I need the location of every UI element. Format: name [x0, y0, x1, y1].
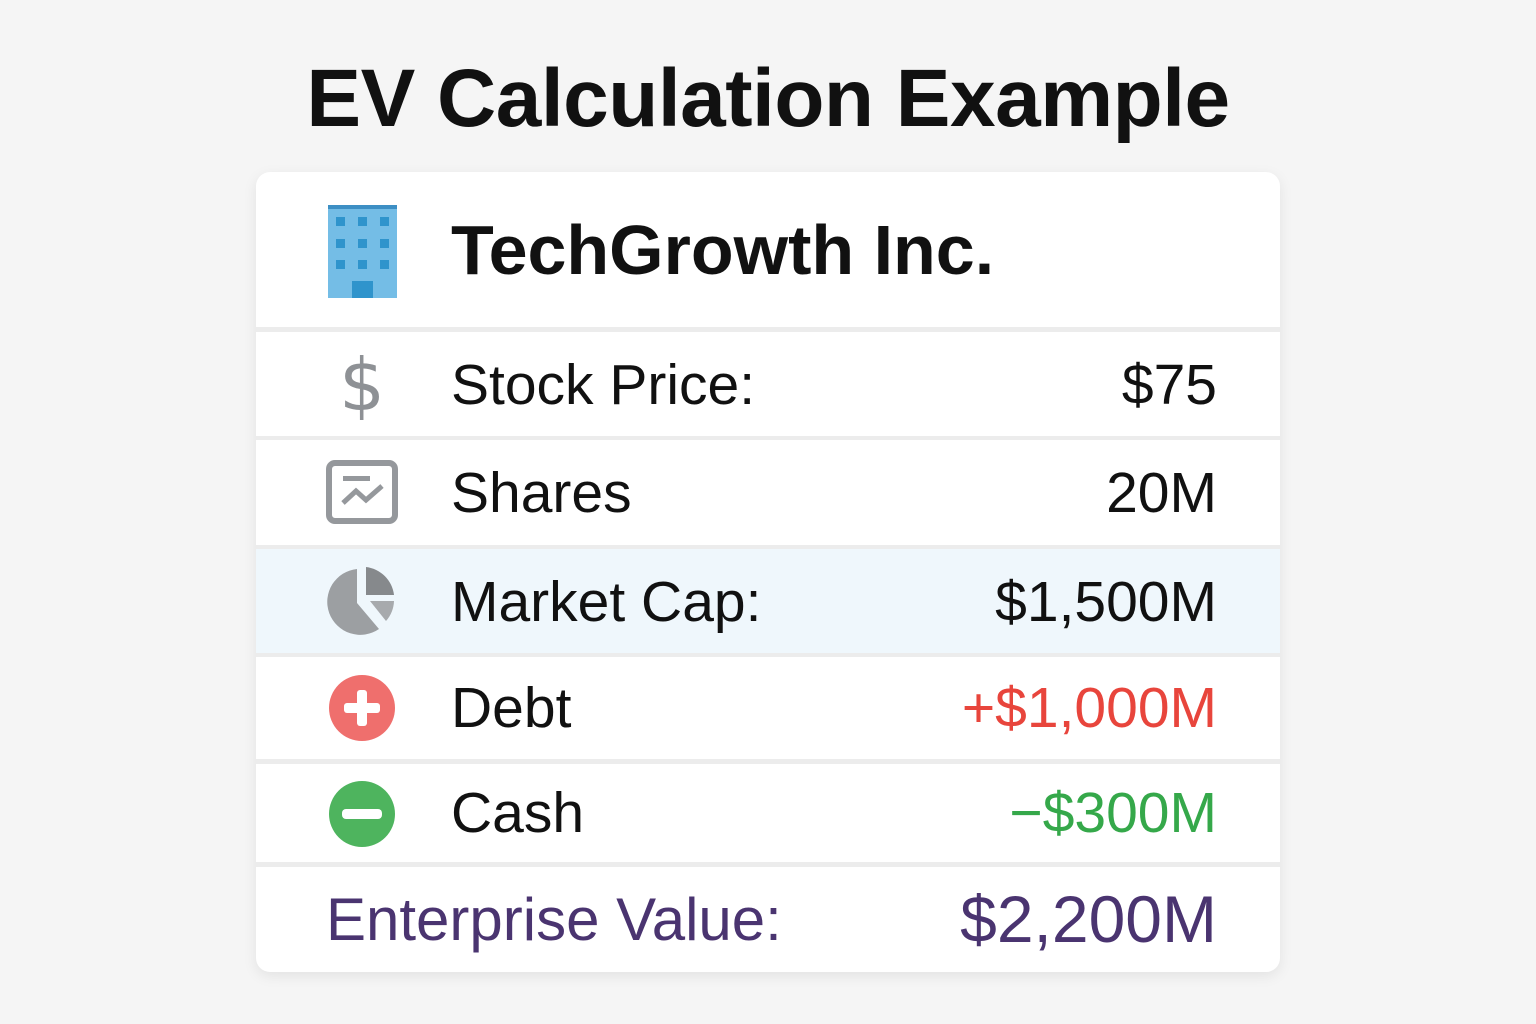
row-cash: Cash −$300M — [256, 764, 1280, 862]
office-building-icon — [328, 205, 397, 298]
row-value: −$300M — [1009, 781, 1217, 845]
total-label: Enterprise Value: — [326, 886, 782, 953]
row-value: $75 — [1121, 353, 1217, 417]
row-label: Debt — [451, 676, 572, 740]
ev-card: TechGrowth Inc. $ Stock Price: $75 Share… — [256, 172, 1280, 972]
row-value: $1,500M — [995, 570, 1217, 634]
row-stock-price: $ Stock Price: $75 — [256, 332, 1280, 436]
row-shares: Shares 20M — [256, 440, 1280, 545]
stock-chart-icon — [326, 460, 398, 524]
minus-circle-icon — [329, 781, 395, 847]
company-header: TechGrowth Inc. — [256, 172, 1280, 327]
row-market-cap: Market Cap: $1,500M — [256, 549, 1280, 653]
row-value: 20M — [1106, 461, 1217, 525]
row-label: Shares — [451, 461, 632, 525]
page-title: EV Calculation Example — [306, 53, 1230, 144]
dollar-sign-icon: $ — [339, 348, 385, 420]
plus-circle-icon — [329, 675, 395, 741]
company-name: TechGrowth Inc. — [451, 211, 995, 289]
row-debt: Debt +$1,000M — [256, 657, 1280, 759]
row-value: +$1,000M — [961, 676, 1217, 740]
row-label: Cash — [451, 781, 585, 845]
row-enterprise-value: Enterprise Value: $2,200M — [256, 867, 1280, 972]
row-label: Stock Price: — [451, 353, 756, 417]
pie-chart-icon — [327, 567, 394, 635]
total-value: $2,200M — [960, 882, 1217, 956]
svg-text:$: $ — [339, 348, 385, 420]
row-label: Market Cap: — [451, 570, 762, 634]
